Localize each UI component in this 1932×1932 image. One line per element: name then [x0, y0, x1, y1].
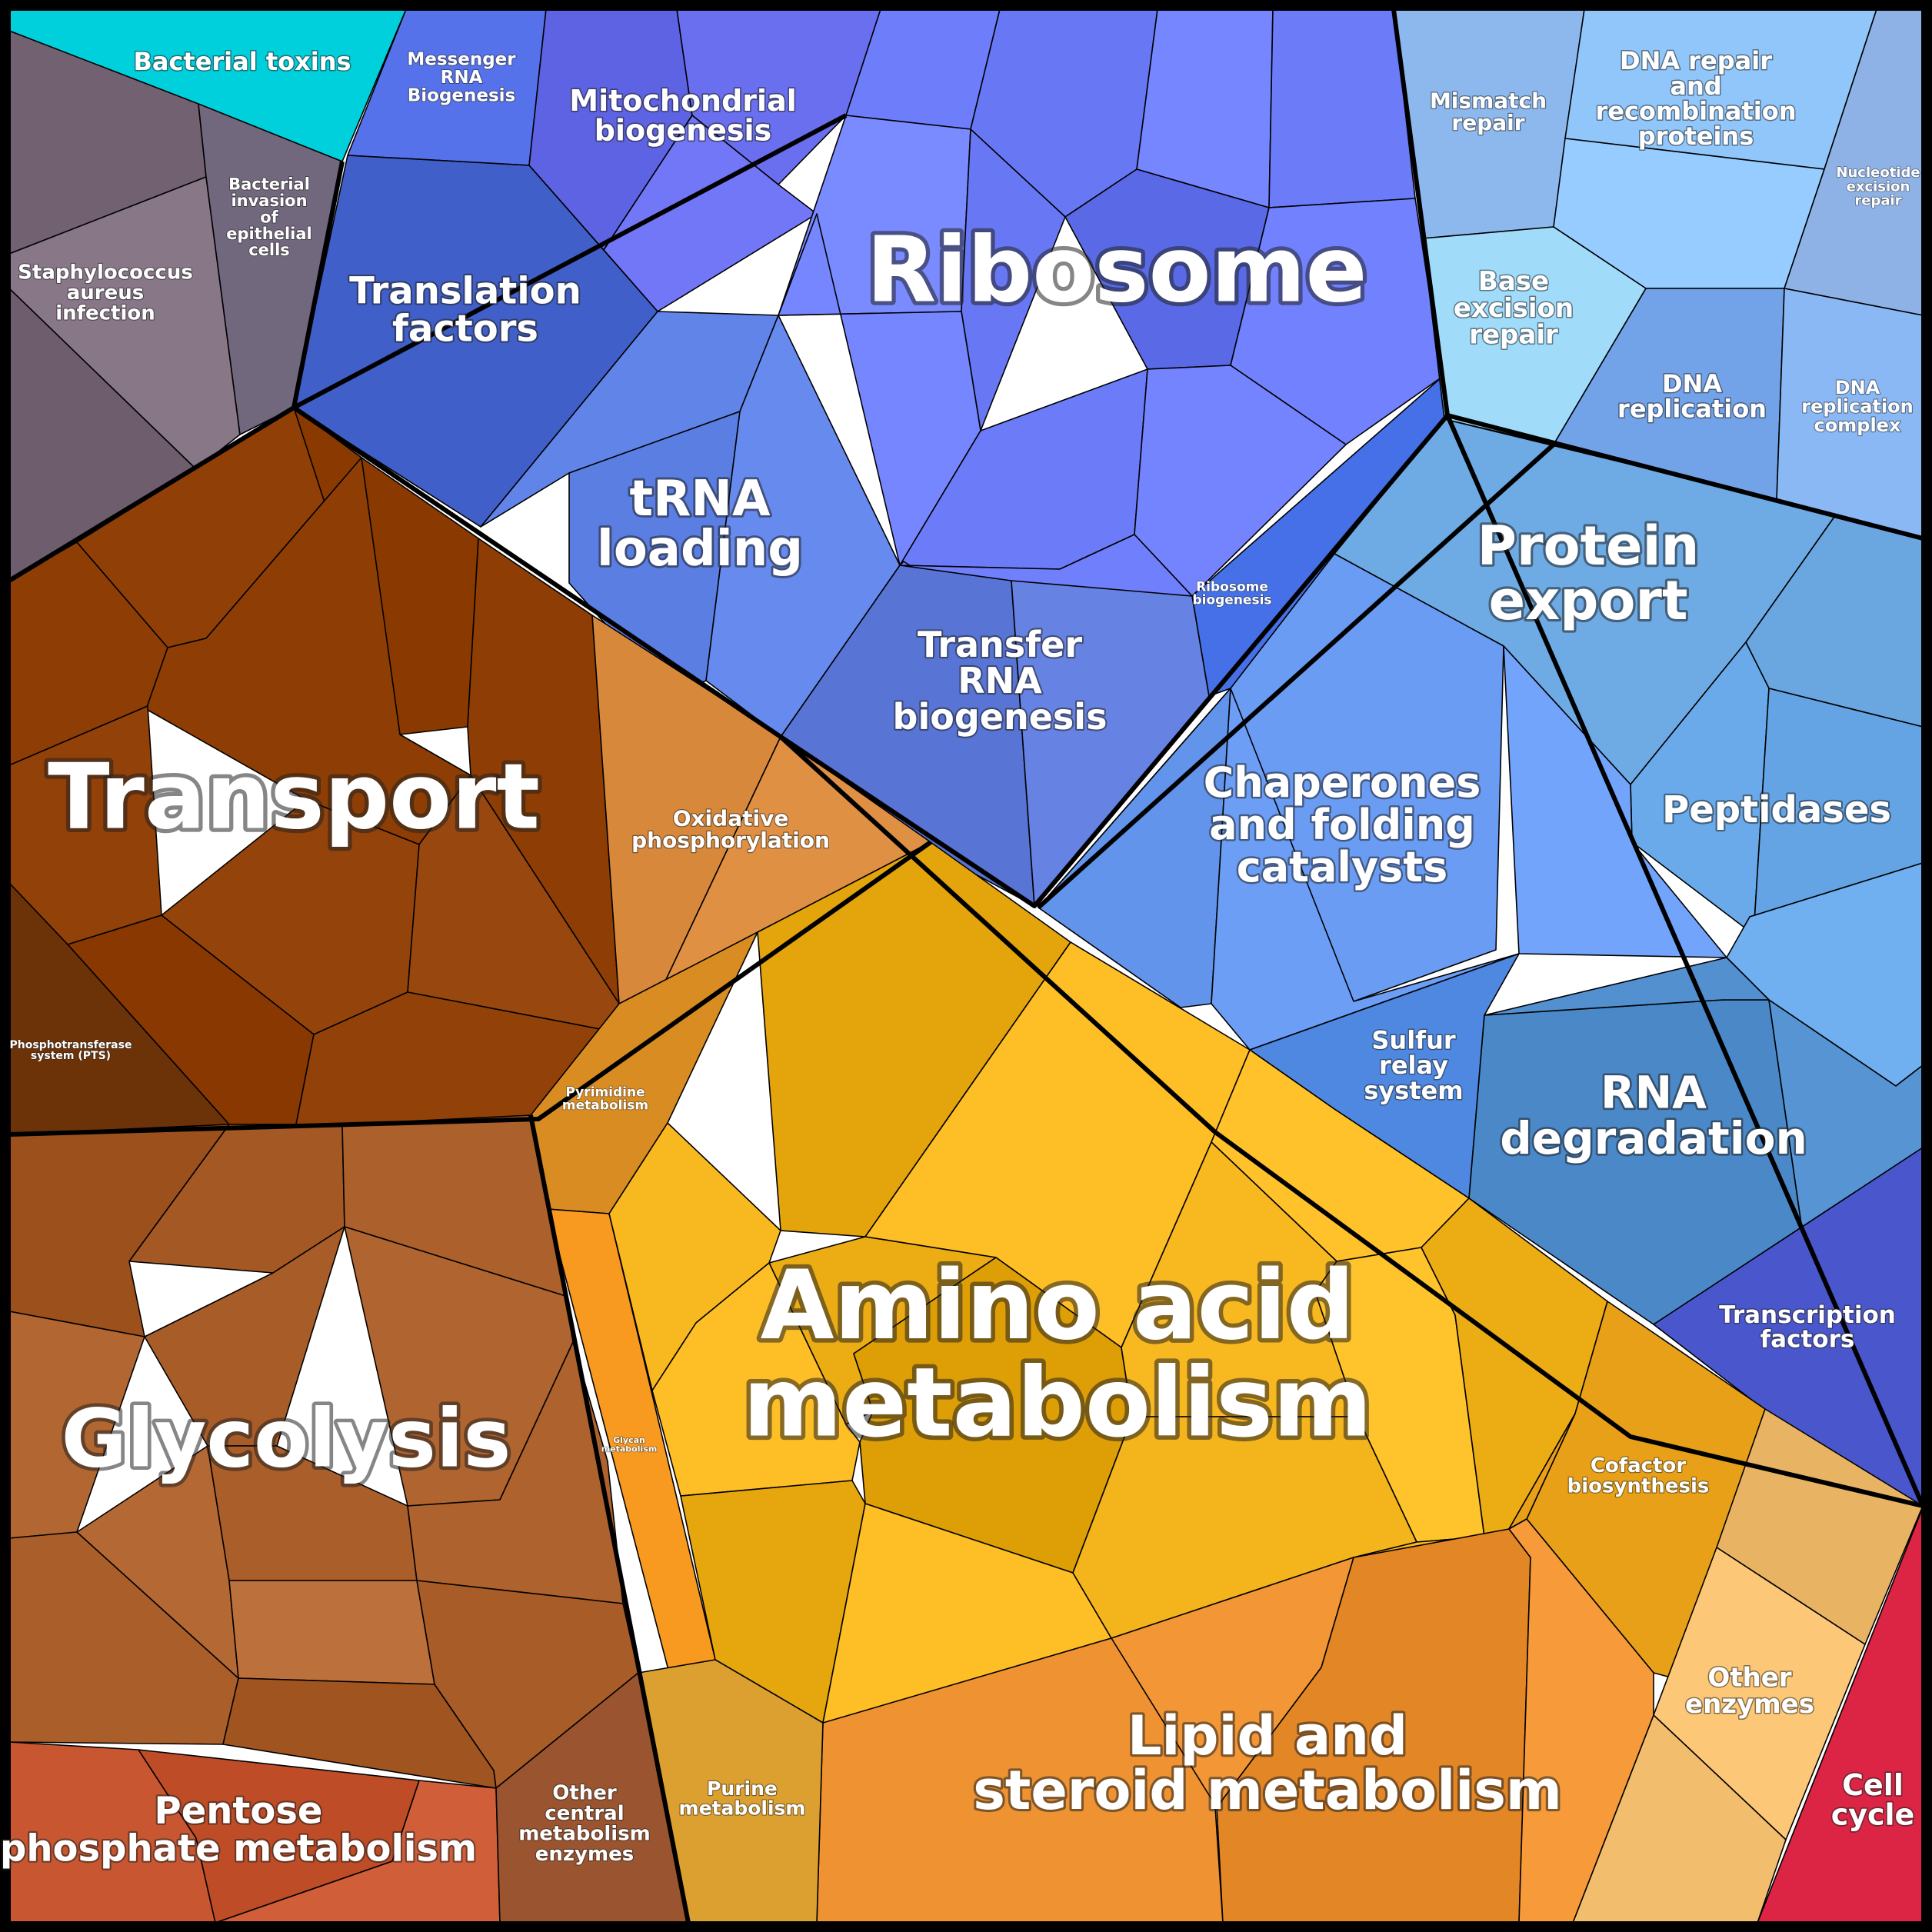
other-enzymes-label: Other enzymes: [1685, 1663, 1814, 1720]
group-border-line: [8, 840, 932, 1137]
sulfur-relay-label: Sulfur relay system: [1364, 1026, 1463, 1105]
oxidative-label: Oxidative phosphorylation: [631, 806, 830, 854]
cells-layer: [8, 8, 1924, 1924]
bacterial-toxins-label: Bacterial toxins: [133, 47, 351, 76]
group-border-line: [528, 1114, 691, 1924]
messenger-rna-label: Messenger RNA Biogenesis: [407, 50, 516, 106]
other-central-label: Other central metabolism enzymes: [518, 1781, 651, 1866]
bacterial-invasion-cell: [198, 103, 343, 435]
base-excision-label: Base excision repair: [1454, 266, 1574, 350]
lipid-steroid-cell: [1508, 1518, 1654, 1924]
dna-repair-label: DNA repair and recombination proteins: [1595, 46, 1796, 151]
group-borders-layer: [8, 8, 1925, 1924]
nucleotide-excision-label: Nucleotide excision repair: [1836, 165, 1920, 209]
group-border-line: [292, 405, 1924, 1508]
ribosome-biogenesis-label: Ribosome biogenesis: [1192, 579, 1271, 608]
amino-acid-label: Amino acid metabolism: [743, 1251, 1372, 1458]
ribosome-cell: [1134, 365, 1347, 597]
group-border-line: [1036, 442, 1556, 910]
chaperones-cell: [1211, 688, 1520, 1051]
staph-aureus-label: Staphylococcus aureus infection: [18, 261, 193, 325]
protein-export-label: Protein export: [1477, 515, 1700, 632]
glycolysis-label: Glycolysis: [62, 1391, 511, 1485]
group-border-line: [1447, 413, 1924, 541]
dna-replication-label: DNA replication: [1617, 369, 1767, 424]
pyrimidine-label: Pyrimidine metabolism: [562, 1084, 648, 1113]
transfer-rna-label: Transfer RNA biogenesis: [893, 624, 1108, 738]
cell-cycle-label: Cell cycle: [1831, 1768, 1915, 1832]
glycolysis-cell: [144, 1226, 345, 1447]
mitochondrial-label: Mitochondrial biogenesis: [569, 84, 796, 148]
group-border-line: [292, 113, 848, 410]
transport-label: Transport: [48, 743, 540, 849]
pentose-phosphate-label: Pentose phosphate metabolism: [0, 1789, 477, 1870]
group-border-line: [779, 414, 1450, 908]
chaperones-label: Chaperones and folding catalysts: [1204, 758, 1481, 891]
glycolysis-cell: [228, 1580, 435, 1685]
glycan-label: Glycan metabolism: [601, 1435, 658, 1454]
mismatch-repair-label: Mismatch repair: [1430, 88, 1547, 136]
ribosome-cell: [1230, 198, 1443, 445]
purine-label: Purine metabolism: [679, 1777, 806, 1820]
pts-label: Phosphotransferase system (PTS): [10, 1039, 132, 1062]
labels-layer: Bacterial toxins Staphylococcus aureus infe…: [0, 45, 1920, 1872]
dna-replication-complex-label: DNA replication complex: [1801, 377, 1913, 436]
lipid-steroid-label: Lipid and steroid metabolism: [973, 1704, 1562, 1822]
peptidases-cell: [1630, 641, 1770, 935]
transcription-factors-label: Transcription factors: [1719, 1301, 1896, 1354]
bacterial-invasion-label: Bacterial invasion of epithelial cells: [226, 175, 311, 260]
ribosome-label: Ribosome: [866, 216, 1367, 322]
translation-factors-label: Translation factors: [349, 269, 581, 350]
ribosome-cell: [1268, 8, 1416, 208]
cofactor-label: Cofactor biosynthesis: [1567, 1454, 1710, 1498]
rna-degradation-label: RNA degradation: [1500, 1067, 1807, 1164]
trna-loading-label: tRNA loading: [597, 471, 803, 578]
peptidases-label: Peptidases: [1662, 788, 1891, 831]
